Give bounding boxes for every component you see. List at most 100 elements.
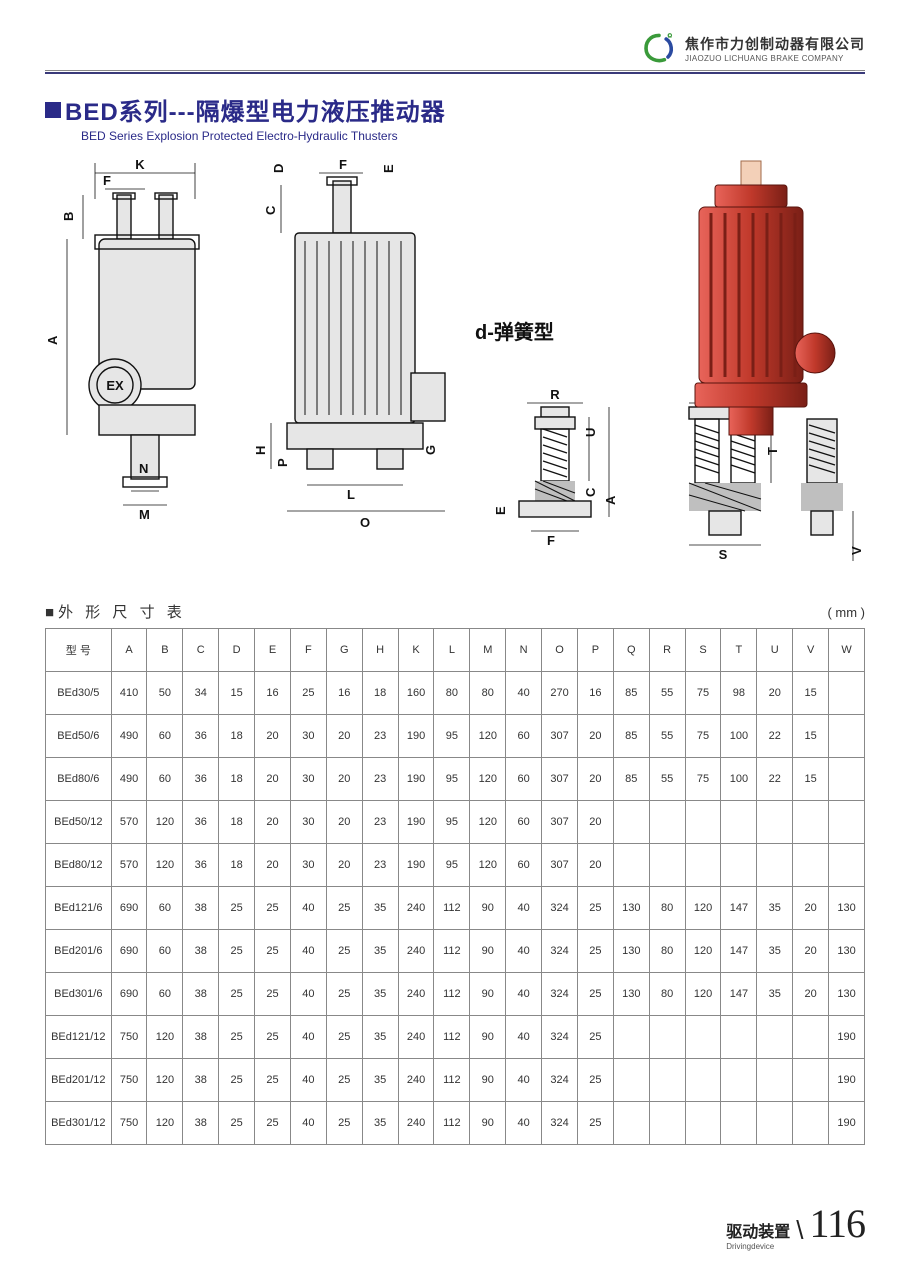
cell-value: 112	[434, 1059, 470, 1102]
cell-value: 690	[111, 887, 147, 930]
spring-caption: d-弹簧型	[475, 315, 635, 355]
cell-value: 324	[542, 973, 578, 1016]
cell-value	[757, 844, 793, 887]
cell-value: 307	[542, 844, 578, 887]
cell-value: 750	[111, 1016, 147, 1059]
footer-section-sub: Drivingdevice	[726, 1242, 790, 1251]
cell-value: 38	[183, 1059, 219, 1102]
cell-value: 18	[219, 844, 255, 887]
cell-value: 40	[506, 1102, 542, 1145]
cell-value: 98	[721, 672, 757, 715]
page-number: 116	[809, 1200, 865, 1247]
col-E: E	[255, 629, 291, 672]
cell-value: 40	[290, 973, 326, 1016]
cell-value: 60	[147, 887, 183, 930]
cell-value: 16	[255, 672, 291, 715]
svg-text:B: B	[61, 212, 76, 221]
cell-value	[613, 1102, 649, 1145]
cell-value: 20	[255, 715, 291, 758]
cell-value: 20	[577, 758, 613, 801]
cell-value	[685, 1016, 721, 1059]
cell-value: 25	[219, 1102, 255, 1145]
cell-value: 80	[649, 887, 685, 930]
cell-value: 30	[290, 715, 326, 758]
table-row: BEd50/1257012036182030202319095120603072…	[46, 801, 865, 844]
svg-text:H: H	[253, 446, 268, 455]
cell-value: 30	[290, 758, 326, 801]
table-row: BEd121/127501203825254025352401129040324…	[46, 1016, 865, 1059]
col-W: W	[829, 629, 865, 672]
cell-value: 130	[829, 887, 865, 930]
col-T: T	[721, 629, 757, 672]
cell-value: 190	[829, 1102, 865, 1145]
cell-value: 120	[147, 844, 183, 887]
cell-value	[757, 1059, 793, 1102]
svg-text:S: S	[719, 547, 728, 562]
svg-text:A: A	[603, 495, 618, 505]
cell-value: 38	[183, 930, 219, 973]
cell-value: 55	[649, 715, 685, 758]
cell-value: 750	[111, 1059, 147, 1102]
cell-value	[829, 672, 865, 715]
cell-value: 25	[326, 1102, 362, 1145]
cell-value: 20	[577, 801, 613, 844]
table-row: BEd201/127501203825254025352401129040324…	[46, 1059, 865, 1102]
svg-text:R: R	[668, 34, 672, 40]
diagram-front-elevation: D F E C H P L G O	[235, 155, 465, 555]
cell-value: 15	[793, 715, 829, 758]
cell-value: 147	[721, 973, 757, 1016]
col-M: M	[470, 629, 506, 672]
cell-value: 25	[219, 973, 255, 1016]
cell-value: 690	[111, 973, 147, 1016]
cell-value: 35	[362, 1102, 398, 1145]
cell-value: 35	[362, 930, 398, 973]
col-L: L	[434, 629, 470, 672]
svg-text:P: P	[275, 458, 290, 467]
cell-value	[685, 1059, 721, 1102]
cell-value: 190	[829, 1016, 865, 1059]
cell-value	[829, 844, 865, 887]
cell-model: BEd80/6	[46, 758, 112, 801]
cell-value: 120	[470, 801, 506, 844]
cell-value: 20	[793, 930, 829, 973]
cell-value: 100	[721, 758, 757, 801]
cell-value: 23	[362, 758, 398, 801]
col-K: K	[398, 629, 434, 672]
cell-value: 240	[398, 887, 434, 930]
cell-value	[649, 1059, 685, 1102]
cell-value: 240	[398, 930, 434, 973]
cell-value: 120	[147, 1102, 183, 1145]
col-model: 型 号	[46, 629, 112, 672]
cell-value	[613, 1059, 649, 1102]
cell-value: 36	[183, 844, 219, 887]
company-logo: R	[641, 30, 677, 66]
cell-value: 15	[219, 672, 255, 715]
cell-value: 324	[542, 1016, 578, 1059]
cell-value: 25	[219, 1059, 255, 1102]
cell-value: 25	[255, 1016, 291, 1059]
cell-value: 190	[398, 758, 434, 801]
cell-value: 130	[829, 930, 865, 973]
svg-text:M: M	[139, 507, 150, 522]
cell-value: 40	[290, 930, 326, 973]
table-unit: ( mm )	[827, 605, 865, 620]
cell-value: 20	[757, 672, 793, 715]
cell-value: 410	[111, 672, 147, 715]
col-G: G	[326, 629, 362, 672]
cell-value: 147	[721, 887, 757, 930]
svg-text:C: C	[263, 205, 278, 215]
cell-value: 30	[290, 801, 326, 844]
cell-value: 80	[434, 672, 470, 715]
page-header: R 焦作市力创制动器有限公司 JIAOZUO LICHUANG BRAKE CO…	[45, 30, 865, 66]
svg-text:A: A	[45, 335, 60, 345]
cell-value: 490	[111, 715, 147, 758]
cell-value: 120	[470, 844, 506, 887]
cell-value: 112	[434, 887, 470, 930]
cell-value: 25	[219, 930, 255, 973]
cell-value	[613, 844, 649, 887]
cell-value: 25	[255, 1102, 291, 1145]
col-U: U	[757, 629, 793, 672]
cell-value: 34	[183, 672, 219, 715]
table-title-row: ■外 形 尺 寸 表 ( mm )	[45, 601, 865, 622]
cell-value: 120	[470, 715, 506, 758]
